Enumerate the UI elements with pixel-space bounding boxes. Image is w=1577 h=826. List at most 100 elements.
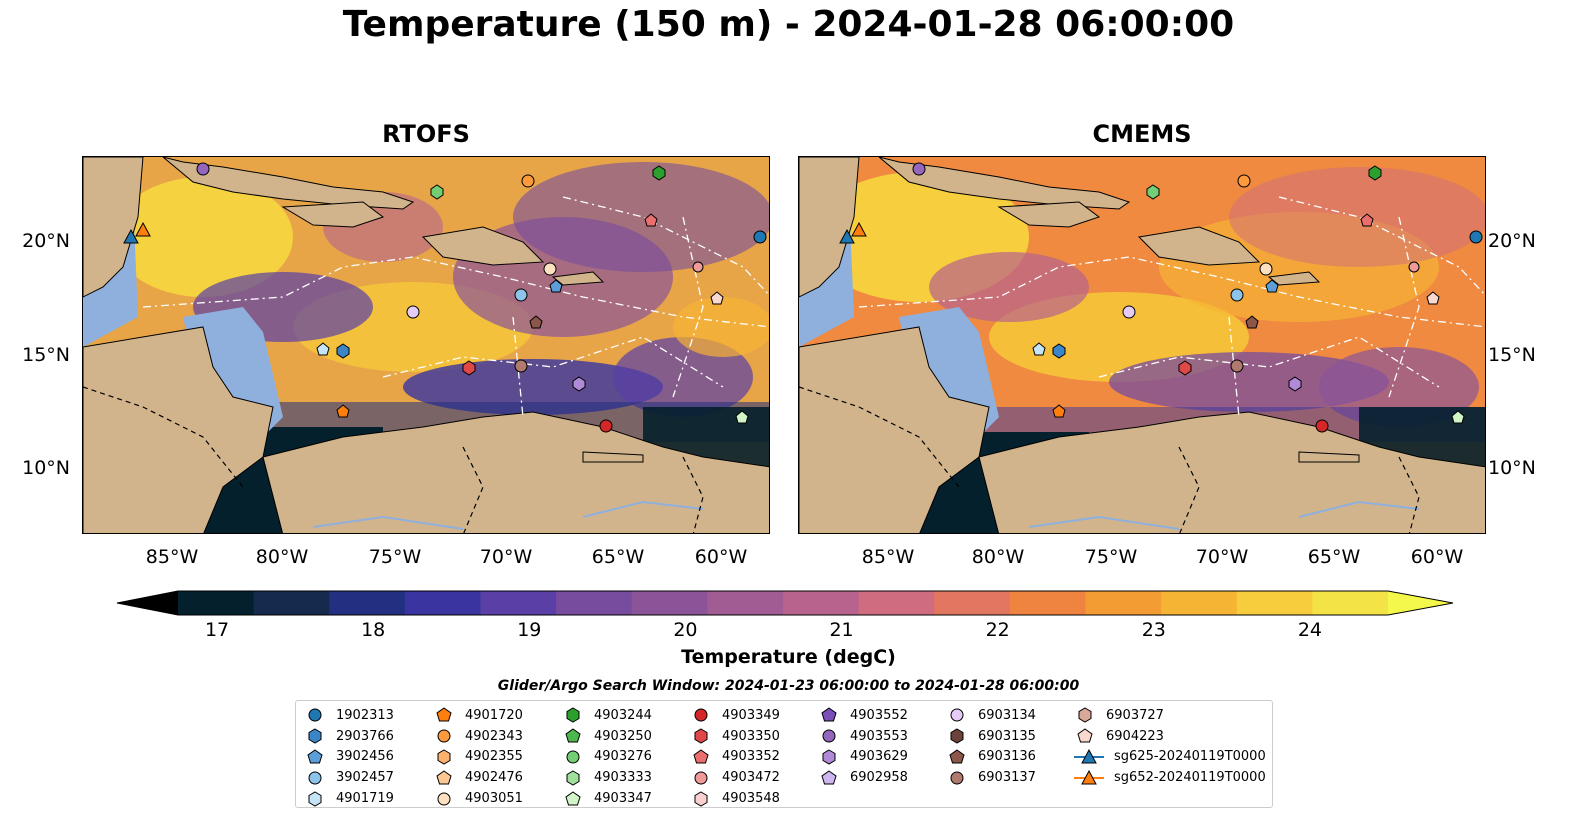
lon-label-85w-right: 85°W bbox=[861, 546, 915, 568]
legend-item: 4903552 bbox=[818, 705, 908, 726]
legend-label: sg652-20240119T0000 bbox=[1114, 770, 1266, 786]
colorbar-outline bbox=[116, 590, 1454, 616]
circle-marker-icon bbox=[950, 771, 964, 785]
hexagon-marker-icon bbox=[822, 749, 836, 765]
legend-label: 4903548 bbox=[722, 791, 780, 807]
legend-item: 4903250 bbox=[562, 726, 652, 747]
legend-item: 4903244 bbox=[562, 705, 652, 726]
lon-label-65w-right: 65°W bbox=[1307, 546, 1361, 568]
colorbar-bin bbox=[1085, 591, 1162, 615]
legend-item: 4903333 bbox=[562, 767, 652, 788]
legend-label: 4903352 bbox=[722, 749, 780, 765]
legend-item: 4903349 bbox=[690, 705, 780, 726]
cmems-map[interactable] bbox=[798, 156, 1486, 534]
legend-item: 4903548 bbox=[690, 788, 780, 809]
hexagon-marker-icon bbox=[694, 790, 708, 807]
legend-item: 2903766 bbox=[304, 726, 394, 747]
legend-label: 4903051 bbox=[465, 791, 523, 807]
rtofs-map[interactable] bbox=[82, 156, 770, 534]
hexagon-marker-icon bbox=[308, 728, 322, 744]
legend-label: 3902457 bbox=[336, 770, 394, 786]
triangle-line-marker-icon bbox=[1074, 748, 1104, 764]
colorbar-tick-label: 23 bbox=[1141, 619, 1166, 641]
circle-marker-icon bbox=[694, 771, 708, 785]
cmems-map-canvas bbox=[799, 157, 1485, 533]
hexagon-marker-icon bbox=[566, 707, 580, 723]
rtofs-map-canvas bbox=[83, 157, 769, 533]
legend-item: 4901720 bbox=[433, 705, 523, 726]
legend-column: 4903349 4903350 4903352 4903472 4903548 bbox=[690, 705, 780, 809]
legend-label: 6904223 bbox=[1106, 728, 1164, 744]
colorbar-bin bbox=[253, 591, 330, 615]
legend-item: 3902457 bbox=[304, 767, 394, 788]
circle-marker-icon bbox=[308, 708, 322, 722]
colorbar-tick-label: 24 bbox=[1297, 619, 1323, 641]
legend-item: 4903352 bbox=[690, 747, 780, 768]
legend-item: sg625-20240119T0000 bbox=[1074, 747, 1266, 768]
hexagon-marker-icon bbox=[308, 790, 322, 807]
colorbar-bin bbox=[631, 591, 708, 615]
legend-label: 4903350 bbox=[722, 728, 780, 744]
hexagon-marker-icon bbox=[950, 728, 964, 744]
legend-label: 4901719 bbox=[336, 791, 394, 807]
legend-column: 1902313 2903766 3902456 3902457 4901719 bbox=[304, 705, 394, 809]
legend-label: 4903553 bbox=[850, 728, 908, 744]
colorbar-bin bbox=[783, 591, 860, 615]
colorbar-bin bbox=[556, 591, 633, 615]
legend-item: 4903553 bbox=[818, 726, 908, 747]
colorbar-bin bbox=[1236, 591, 1313, 615]
colorbar-bin bbox=[404, 591, 482, 615]
colorbar-bin bbox=[1009, 591, 1087, 615]
lon-label-75w-right: 75°W bbox=[1084, 546, 1138, 568]
legend-column: 6903727 6904223 sg625-20240119T0000 sg652-2… bbox=[1074, 705, 1266, 788]
lat-label-20n-right: 20°N bbox=[1488, 230, 1536, 252]
lon-label-60w: 60°W bbox=[694, 546, 748, 568]
hexagon-marker-icon bbox=[566, 770, 580, 786]
legend-label: 4902476 bbox=[465, 770, 523, 786]
lon-label-80w-right: 80°W bbox=[971, 546, 1025, 568]
legend-item: 6903137 bbox=[946, 767, 1036, 788]
legend-label: 4903244 bbox=[594, 707, 652, 723]
colorbar-label: Temperature (degC) bbox=[681, 646, 896, 668]
colorbar-bin bbox=[178, 591, 255, 615]
legend-column: 6903134 6903135 6903136 6903137 bbox=[946, 705, 1036, 788]
triangle-line-marker-icon bbox=[1074, 769, 1104, 785]
legend-column: 4903244 4903250 4903276 4903333 4903347 bbox=[562, 705, 652, 809]
legend-label: 3902456 bbox=[336, 749, 394, 765]
legend-item: 6903135 bbox=[946, 726, 1036, 747]
legend-item: 6904223 bbox=[1074, 726, 1266, 747]
lon-label-80w: 80°W bbox=[255, 546, 309, 568]
figure-title: Temperature (150 m) - 2024-01-28 06:00:0… bbox=[342, 4, 1235, 45]
colorbar-bin bbox=[1312, 591, 1389, 615]
colorbar-tick-label: 19 bbox=[517, 619, 542, 641]
legend-label: 4901720 bbox=[465, 707, 523, 723]
legend-item: 6903136 bbox=[946, 747, 1036, 768]
hexagon-marker-icon bbox=[437, 749, 451, 765]
colorbar-bin bbox=[934, 591, 1011, 615]
lon-label-85w: 85°W bbox=[145, 546, 199, 568]
pentagon-marker-icon bbox=[436, 707, 452, 722]
legend-column: 4903552 4903553 4903629 6902958 bbox=[818, 705, 908, 788]
lon-label-65w: 65°W bbox=[591, 546, 645, 568]
colorbar-tick-label: 18 bbox=[361, 619, 386, 641]
legend-item: sg652-20240119T0000 bbox=[1074, 767, 1266, 788]
legend-label: 4903349 bbox=[722, 707, 780, 723]
lat-label-10n: 10°N bbox=[22, 457, 70, 479]
legend-label: 4903276 bbox=[594, 749, 652, 765]
colorbar-extend-min bbox=[117, 591, 178, 615]
pentagon-marker-icon bbox=[949, 749, 965, 764]
legend-label: 6903137 bbox=[978, 770, 1036, 786]
pentagon-marker-icon bbox=[693, 749, 709, 764]
legend-label: 6902958 bbox=[850, 770, 908, 786]
legend-item: 4902343 bbox=[433, 726, 523, 747]
legend-item: 4903629 bbox=[818, 747, 908, 768]
legend-item: 6903727 bbox=[1074, 705, 1266, 726]
circle-marker-icon bbox=[950, 708, 964, 722]
colorbar-bin bbox=[480, 591, 557, 615]
lon-label-70w: 70°W bbox=[479, 546, 533, 568]
legend-label: 1902313 bbox=[336, 707, 394, 723]
circle-marker-icon bbox=[437, 729, 451, 743]
circle-marker-icon bbox=[694, 708, 708, 722]
legend-item: 6902958 bbox=[818, 767, 908, 788]
lat-label-15n-right: 15°N bbox=[1488, 344, 1536, 366]
